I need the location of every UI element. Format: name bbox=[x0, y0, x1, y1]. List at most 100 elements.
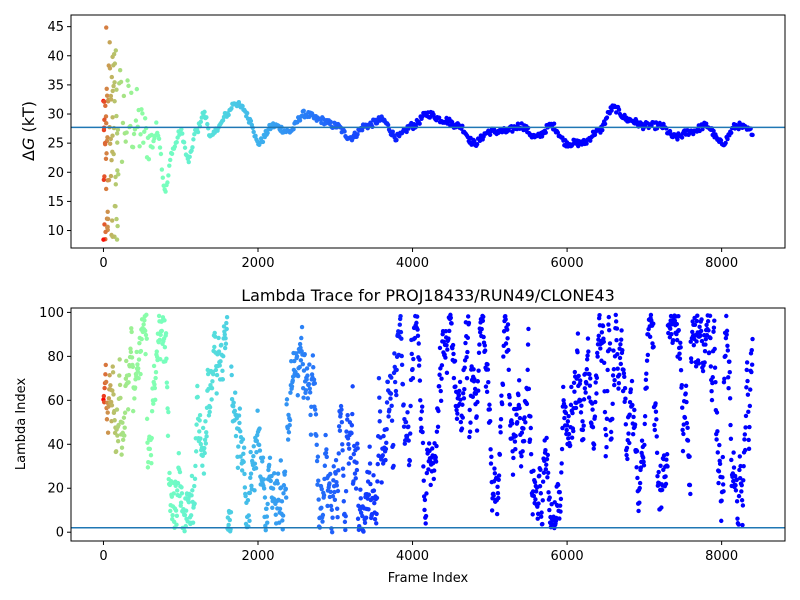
lambda-point bbox=[120, 437, 126, 443]
lambda-point bbox=[103, 362, 108, 368]
lambda-point bbox=[693, 364, 699, 369]
lambda-point bbox=[252, 488, 257, 493]
lambda-point bbox=[610, 416, 615, 422]
lambda-point bbox=[569, 384, 574, 390]
lambda-point bbox=[739, 482, 744, 488]
lambda-point bbox=[590, 407, 595, 412]
delta-g-point bbox=[105, 224, 110, 230]
lambda-point bbox=[712, 318, 717, 323]
delta-g-point bbox=[108, 93, 114, 99]
lambda-point bbox=[242, 471, 247, 477]
lambda-point bbox=[602, 409, 608, 415]
lambda-point bbox=[641, 459, 646, 465]
lambda-point bbox=[158, 332, 163, 338]
lambda-point bbox=[528, 451, 534, 457]
lambda-point bbox=[603, 454, 608, 459]
lambda-point bbox=[426, 467, 431, 472]
lambda-point bbox=[496, 477, 501, 482]
lambda-point bbox=[721, 489, 726, 494]
lambda-point bbox=[521, 426, 526, 431]
lambda-point bbox=[280, 513, 286, 518]
lambda-point bbox=[384, 400, 390, 405]
lambda-point bbox=[206, 413, 212, 418]
lambda-point bbox=[287, 417, 293, 423]
lambda-point bbox=[338, 411, 343, 417]
lambda-point bbox=[739, 498, 745, 503]
lambda-point bbox=[742, 437, 747, 442]
lambda-point bbox=[747, 424, 752, 430]
lambda-point bbox=[214, 391, 219, 396]
lambda-point bbox=[643, 377, 649, 383]
lambda-point bbox=[678, 340, 683, 345]
delta-g-point bbox=[115, 140, 120, 145]
lambda-point bbox=[251, 444, 256, 449]
lambda-point bbox=[634, 448, 640, 454]
lambda-point bbox=[311, 365, 316, 370]
lambda-point bbox=[377, 409, 383, 414]
lambda-point bbox=[313, 412, 319, 417]
lambda-point bbox=[543, 467, 549, 472]
lambda-point bbox=[419, 409, 425, 414]
lambda-point bbox=[437, 372, 442, 377]
lambda-point bbox=[566, 413, 571, 419]
lambda-point bbox=[617, 355, 623, 361]
lambda-point bbox=[746, 409, 751, 415]
lambda-point bbox=[339, 407, 344, 412]
lambda-point bbox=[301, 395, 306, 400]
lambda-point bbox=[305, 373, 310, 378]
lambda-point bbox=[121, 415, 127, 420]
lambda-point bbox=[354, 467, 360, 473]
lambda-point bbox=[516, 378, 522, 383]
lambda-point bbox=[664, 457, 669, 462]
lambda-point bbox=[569, 435, 575, 440]
lambda-point bbox=[316, 478, 321, 483]
lambda-point bbox=[647, 334, 653, 340]
lambda-point bbox=[533, 497, 538, 502]
lambda-point bbox=[248, 449, 253, 455]
lambda-point bbox=[305, 396, 311, 401]
lambda-point bbox=[321, 493, 327, 498]
lambda-point bbox=[342, 519, 348, 525]
lambda-point bbox=[307, 386, 312, 391]
panel-lambda: Lambda Trace for PROJ18433/RUN49/CLONE43… bbox=[14, 286, 786, 586]
lambda-point bbox=[454, 416, 460, 421]
lambda-point bbox=[376, 375, 382, 381]
lambda-point bbox=[253, 465, 259, 471]
lambda-point bbox=[389, 403, 394, 409]
lambda-point bbox=[266, 467, 271, 473]
lambda-point bbox=[531, 468, 536, 473]
lambda-point bbox=[737, 454, 742, 459]
lambda-point bbox=[229, 372, 234, 378]
lambda-point bbox=[288, 390, 293, 395]
lambda-point bbox=[124, 358, 129, 364]
lambda-point bbox=[458, 419, 464, 425]
delta-g-point bbox=[240, 103, 245, 109]
lambda-point bbox=[138, 371, 143, 377]
lambda-point bbox=[103, 372, 108, 377]
lambda-point bbox=[623, 422, 629, 427]
lambda-point bbox=[207, 405, 213, 410]
lambda-point bbox=[547, 507, 552, 513]
delta-g-point bbox=[679, 135, 685, 140]
lambda-point bbox=[743, 425, 748, 430]
lambda-point bbox=[224, 320, 229, 326]
lambda-points bbox=[101, 312, 755, 535]
lambda-point bbox=[281, 483, 287, 488]
delta-g-point bbox=[248, 118, 254, 124]
delta-g-point bbox=[103, 229, 108, 235]
lambda-point bbox=[239, 468, 245, 473]
lambda-point bbox=[476, 350, 482, 355]
lambda-point bbox=[345, 412, 350, 418]
lambda-point bbox=[188, 513, 194, 518]
lambda-point bbox=[132, 396, 137, 401]
lambda-point bbox=[676, 313, 681, 319]
lambda-point bbox=[566, 431, 572, 437]
lambda-point bbox=[652, 422, 657, 428]
lambda-point bbox=[615, 352, 620, 357]
lambda-point bbox=[749, 369, 754, 375]
lambda-point bbox=[540, 479, 546, 484]
lambda-point bbox=[533, 489, 539, 494]
lambda-point bbox=[571, 380, 577, 386]
lambda-point bbox=[232, 408, 238, 414]
lambda-point bbox=[394, 392, 399, 398]
